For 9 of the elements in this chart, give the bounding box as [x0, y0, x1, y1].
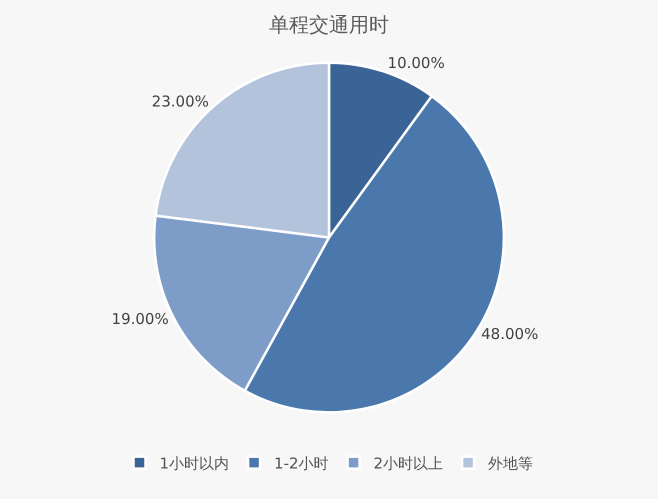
- legend-label: 1-2小时: [274, 454, 329, 473]
- data-label: 48.00%: [481, 324, 538, 343]
- data-label: 10.00%: [388, 54, 445, 72]
- legend-label: 1小时以内: [160, 454, 230, 473]
- legend-label: 外地等: [488, 454, 534, 473]
- data-label: 23.00%: [152, 92, 209, 110]
- legend-label: 2小时以上: [374, 454, 444, 473]
- data-label: 19.00%: [112, 310, 169, 328]
- chart-title: 单程交通用时: [269, 12, 389, 36]
